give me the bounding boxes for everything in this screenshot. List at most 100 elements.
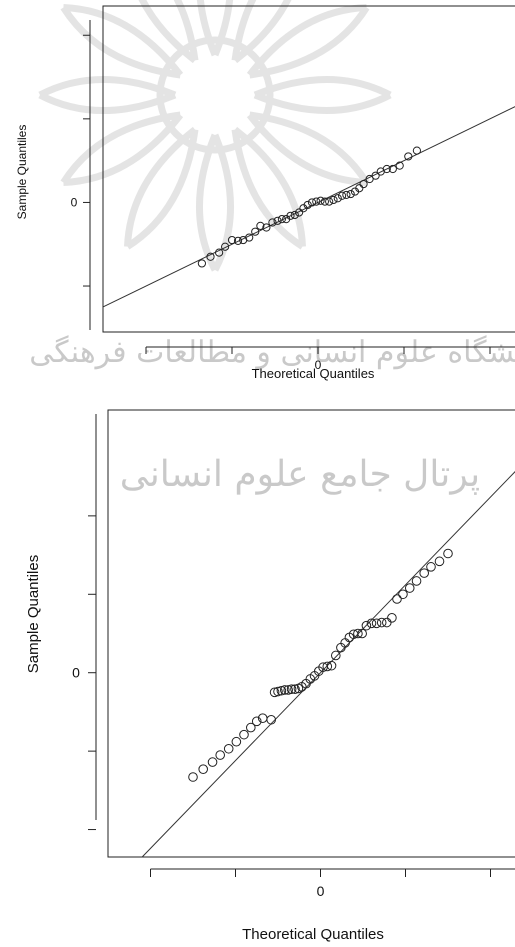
watermark-line-1: پژوهشگاه علوم انسانی و مطالعات فرهنگی <box>29 335 515 370</box>
watermark-petal <box>246 4 367 78</box>
data-point <box>223 743 234 754</box>
data-point <box>312 197 321 206</box>
x-axis-title: Theoretical Quantiles <box>252 366 375 381</box>
watermark-petal <box>125 129 199 250</box>
data-points <box>197 146 421 268</box>
watermark-petal <box>63 112 184 186</box>
data-point <box>443 548 453 559</box>
watermark-petal <box>60 5 181 79</box>
y-axis-title: Sample Quantiles <box>15 125 29 220</box>
data-point <box>388 164 397 174</box>
data-point <box>404 583 415 593</box>
data-point <box>269 687 280 698</box>
data-point <box>227 235 237 245</box>
data-point <box>303 200 312 210</box>
data-point <box>207 757 218 767</box>
watermark-petal <box>253 76 392 99</box>
data-point <box>434 556 445 567</box>
data-point <box>273 216 282 225</box>
data-point <box>188 772 198 782</box>
watermark-line-2: پرتال جامع علوم انسانی <box>120 454 480 495</box>
y-axis-title: Sample Quantiles <box>25 555 42 673</box>
data-point <box>231 736 242 747</box>
data-point <box>246 722 256 733</box>
data-point <box>329 195 338 205</box>
data-point <box>268 218 277 227</box>
data-point <box>398 589 408 600</box>
y-ticks: 0 <box>71 34 90 287</box>
data-point <box>290 684 300 694</box>
data-point <box>206 252 215 261</box>
y-ticks: 0 <box>72 515 96 831</box>
watermark-petal <box>253 91 392 114</box>
data-point <box>251 227 260 236</box>
watermark-ring <box>156 36 274 154</box>
watermark-petal <box>38 76 177 99</box>
data-point <box>320 197 329 206</box>
data-point <box>331 650 341 661</box>
x-ticks: 0 <box>145 347 491 372</box>
data-point <box>346 189 355 199</box>
data-point <box>337 191 347 200</box>
watermark-text: پژوهشگاه علوم انسانی و مطالعات فرهنگی پر… <box>29 335 515 495</box>
y-tick-label: 0 <box>71 196 78 210</box>
watermark-petal <box>196 0 219 57</box>
data-point <box>316 196 325 205</box>
data-point <box>233 236 243 245</box>
data-point <box>326 660 337 671</box>
data-point <box>239 729 249 740</box>
data-point <box>197 259 206 268</box>
data-points <box>188 548 453 782</box>
data-point <box>273 686 283 697</box>
data-point <box>371 171 380 180</box>
x-tick-label: 0 <box>315 358 322 372</box>
data-point <box>357 628 367 639</box>
data-point <box>353 628 363 639</box>
data-point <box>277 215 286 224</box>
reference-line <box>102 106 515 308</box>
qq-plot-bottom: 0 0 Theoretical Quantiles Sample Quantil… <box>25 409 515 943</box>
plot-frame <box>102 5 515 333</box>
data-point <box>387 613 397 623</box>
data-point <box>290 210 299 220</box>
data-point <box>366 618 377 629</box>
data-point <box>382 164 391 174</box>
data-point <box>395 161 404 170</box>
data-point <box>245 233 254 242</box>
x-ticks: 0 <box>150 869 491 899</box>
data-point <box>392 594 402 604</box>
data-point <box>371 618 382 629</box>
watermark-petal <box>63 4 184 78</box>
watermark-petal <box>211 0 234 57</box>
data-point <box>256 221 265 230</box>
data-point <box>411 576 422 586</box>
data-point <box>426 562 436 572</box>
plot-frame <box>107 409 515 858</box>
data-point <box>404 152 413 161</box>
data-point <box>376 617 387 628</box>
data-point <box>276 685 287 696</box>
watermark-petal <box>60 111 181 185</box>
data-point <box>294 208 304 217</box>
data-point <box>221 242 230 251</box>
data-point <box>286 211 295 220</box>
data-point <box>342 190 351 200</box>
watermark-petal <box>196 133 219 272</box>
data-point <box>355 184 364 193</box>
data-point <box>286 684 297 694</box>
data-point <box>198 764 208 774</box>
data-point <box>359 179 368 189</box>
data-point <box>251 716 262 727</box>
data-point <box>365 174 374 184</box>
x-axis-title: Theoretical Quantiles <box>242 926 384 943</box>
data-point <box>325 197 334 206</box>
data-point <box>361 620 372 631</box>
data-point <box>333 194 342 203</box>
x-tick-label: 0 <box>317 883 325 899</box>
reference-line <box>141 471 515 858</box>
watermark-petal <box>249 111 370 185</box>
data-point <box>412 146 421 155</box>
watermark-petal <box>249 5 370 79</box>
watermark-rosette <box>38 0 392 272</box>
